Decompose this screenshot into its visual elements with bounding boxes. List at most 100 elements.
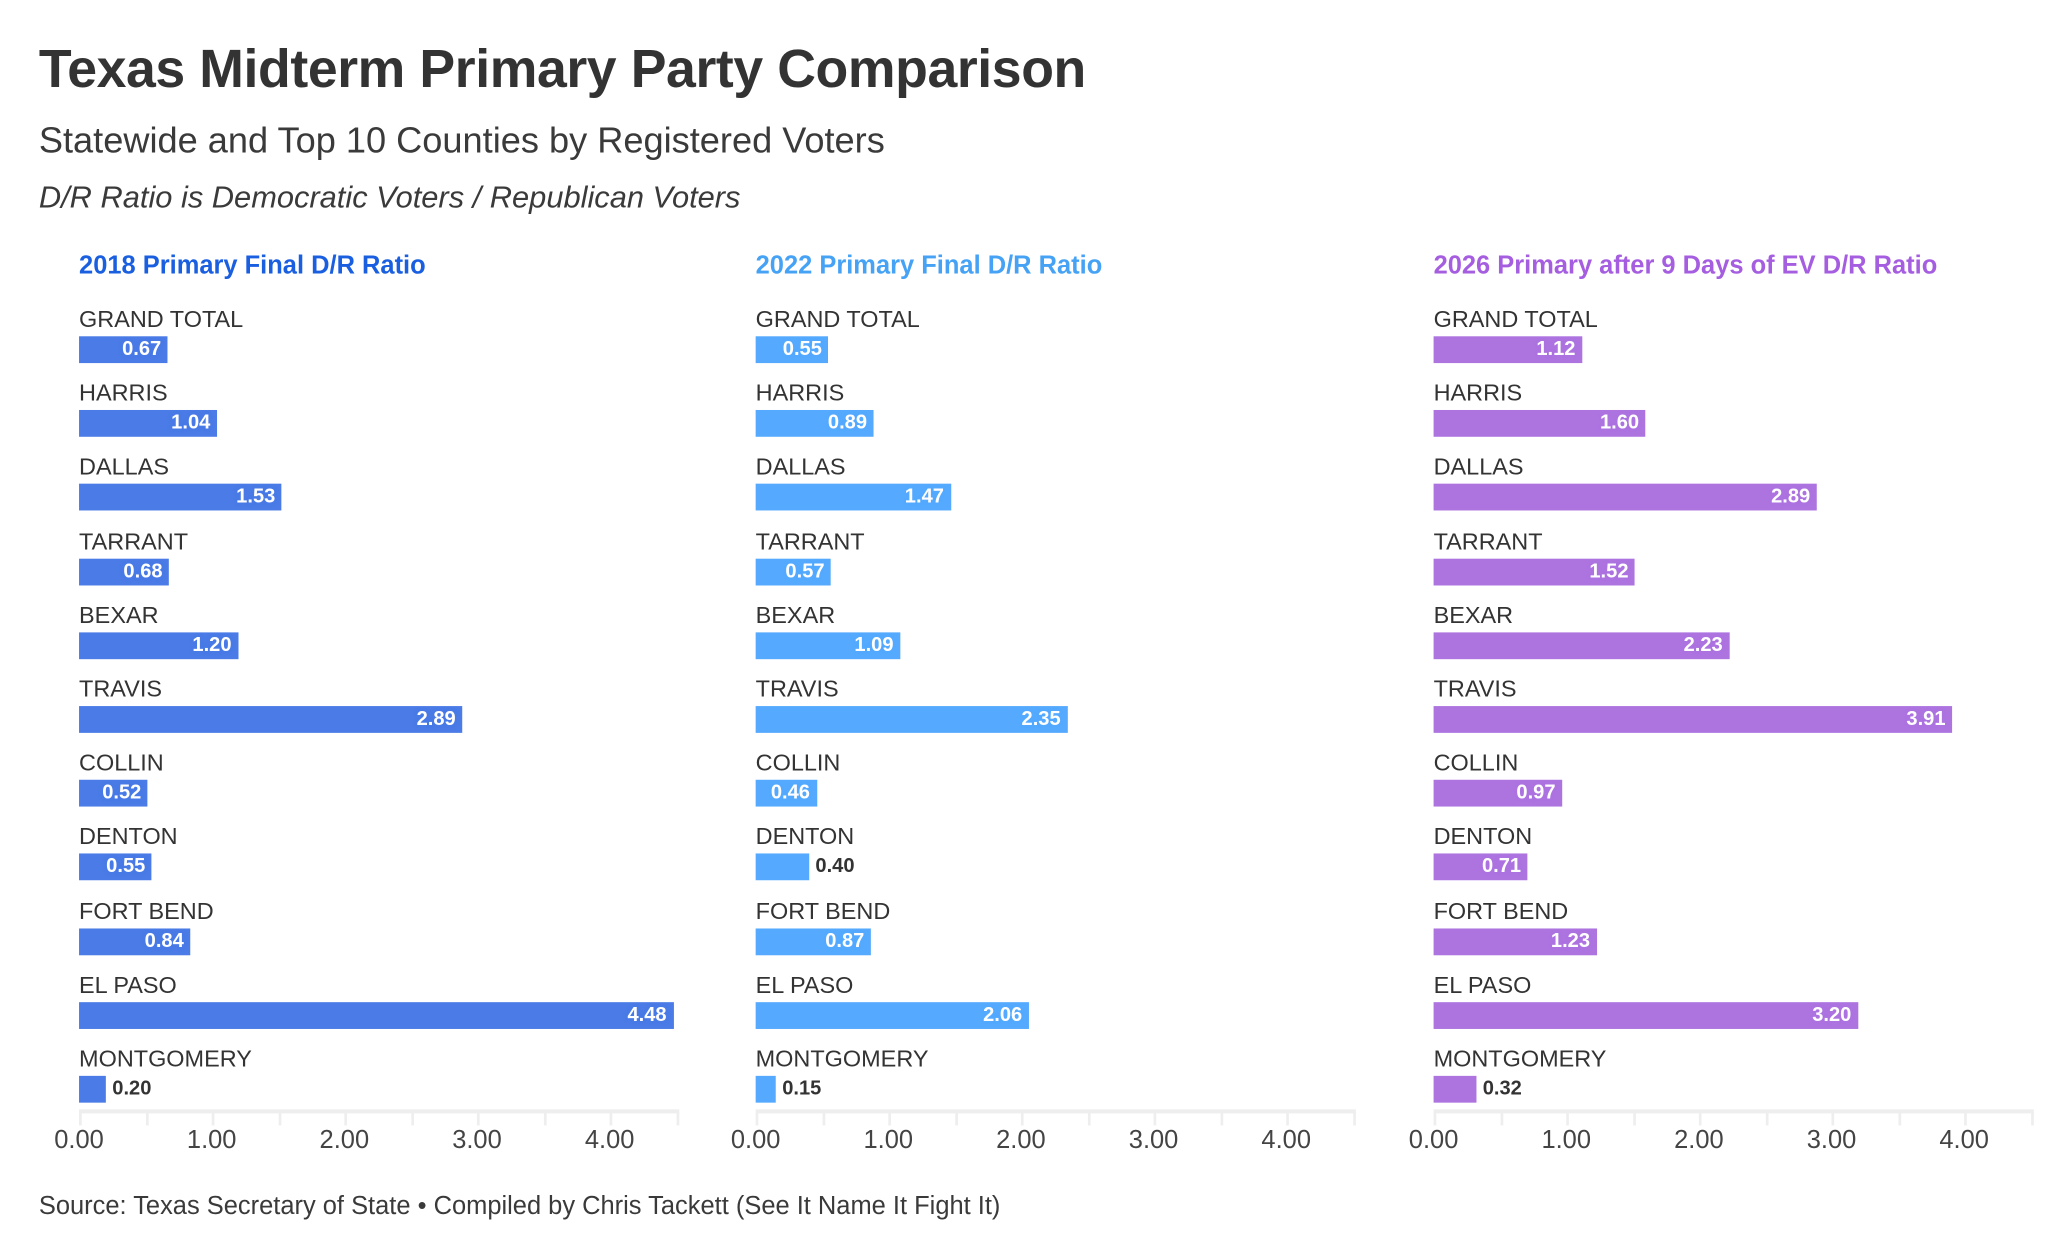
- bar-row: DALLAS 1.53: [79, 453, 695, 527]
- bar-row: TRAVIS 3.91: [1433, 675, 2050, 749]
- bar-row: TRAVIS 2.89: [79, 675, 695, 749]
- category-label: GRAND TOTAL: [79, 305, 244, 333]
- bar-row: DALLAS 2.89: [1433, 453, 2050, 527]
- bar: [79, 558, 170, 585]
- bar-row: GRAND TOTAL 1.12: [1433, 305, 2050, 379]
- category-label: MONTGOMERY: [755, 1045, 929, 1072]
- category-label: COLLIN: [1433, 749, 1519, 776]
- data-label: 0.40: [815, 855, 855, 879]
- x-tick-label: 4.00: [1939, 1126, 1989, 1155]
- x-tick-label: 1.00: [863, 1126, 914, 1155]
- data-label: 0.20: [112, 1077, 152, 1100]
- bar: [79, 1075, 106, 1103]
- x-axis-line: [755, 1109, 1356, 1114]
- data-label: 1.12: [1536, 337, 1576, 361]
- data-label: 0.68: [123, 559, 163, 583]
- data-label: 0.46: [770, 781, 810, 805]
- bar-row: EL PASO 4.48: [79, 971, 695, 1045]
- category-label: HARRIS: [755, 379, 845, 407]
- bar: [1433, 706, 1953, 733]
- x-axis-tick: [675, 1112, 679, 1126]
- chart-subtitle: Statewide and Top 10 Counties by Registe…: [38, 120, 885, 161]
- bar: [1433, 853, 1528, 881]
- category-label: MONTGOMERY: [79, 1045, 252, 1072]
- category-label: EL PASO: [1433, 971, 1532, 998]
- bar: [79, 706, 463, 733]
- x-tick-label: 3.00: [452, 1126, 502, 1155]
- x-tick-label: 0.00: [54, 1126, 104, 1155]
- category-label: FORT BEND: [755, 897, 891, 924]
- category-label: DALLAS: [755, 453, 846, 481]
- x-axis-tick: [2030, 1112, 2034, 1126]
- bar-row: FORT BEND 0.87: [755, 897, 1372, 971]
- x-tick-label: 2.00: [1674, 1126, 1724, 1155]
- bar-row: TRAVIS 2.35: [755, 675, 1372, 749]
- data-label: 2.89: [416, 707, 456, 731]
- data-label: 1.60: [1599, 411, 1640, 435]
- x-axis-tick: [344, 1112, 348, 1126]
- x-axis-tick: [1219, 1112, 1223, 1126]
- bar: [755, 558, 832, 585]
- category-label: BEXAR: [755, 601, 836, 629]
- bar: [1433, 558, 1636, 585]
- data-label: 2.89: [1771, 485, 1811, 509]
- bar-row: TARRANT 0.57: [755, 527, 1372, 601]
- bar: [755, 1001, 1029, 1029]
- category-label: EL PASO: [79, 971, 177, 998]
- data-label: 1.52: [1589, 559, 1629, 583]
- bar: [755, 706, 1068, 733]
- x-axis-tick: [821, 1112, 825, 1126]
- x-tick-label: 1.00: [186, 1126, 237, 1155]
- data-label: 0.57: [785, 559, 825, 583]
- bar-row: DENTON 0.71: [1433, 823, 2050, 897]
- x-tick-label: 2.00: [319, 1126, 370, 1155]
- bar-row: TARRANT 1.52: [1433, 527, 2050, 601]
- bar-row: MONTGOMERY 0.32: [1433, 1045, 2050, 1119]
- bar: [755, 927, 872, 955]
- bar: [79, 484, 282, 511]
- x-axis-tick: [1831, 1112, 1835, 1126]
- bar: [1433, 780, 1563, 807]
- category-label: TRAVIS: [1433, 675, 1517, 703]
- category-label: BEXAR: [79, 601, 159, 629]
- x-axis-tick: [1433, 1112, 1437, 1126]
- category-label: EL PASO: [755, 971, 854, 998]
- bar-row: HARRIS 1.60: [1433, 379, 2050, 453]
- bar-row: BEXAR 1.20: [79, 601, 695, 675]
- bar-row: FORT BEND 0.84: [79, 897, 695, 971]
- bar-row: BEXAR 2.23: [1433, 601, 2050, 675]
- category-label: TARRANT: [79, 527, 189, 555]
- category-label: DALLAS: [1433, 453, 1524, 481]
- bar: [1433, 1075, 1477, 1103]
- bar: [1433, 632, 1730, 659]
- category-label: FORT BEND: [79, 897, 214, 924]
- x-axis-tick: [755, 1112, 759, 1126]
- x-axis-tick: [1765, 1112, 1768, 1126]
- data-label: 0.87: [825, 929, 865, 953]
- data-label: 1.04: [171, 411, 211, 435]
- x-axis-tick: [1566, 1112, 1569, 1126]
- data-label: 0.84: [144, 929, 184, 953]
- x-axis-tick: [888, 1112, 891, 1126]
- bar: [79, 853, 152, 881]
- x-axis-tick: [211, 1112, 215, 1126]
- data-label: 1.20: [192, 633, 232, 657]
- bar-row: HARRIS 0.89: [755, 379, 1372, 453]
- source-note: Source: Texas Secretary of State • Compi…: [38, 1192, 1001, 1221]
- bar-row: BEXAR 1.09: [755, 601, 1372, 675]
- bar-row: GRAND TOTAL 0.67: [79, 305, 695, 379]
- category-label: DENTON: [755, 823, 855, 850]
- bar-row: MONTGOMERY 0.15: [755, 1045, 1372, 1119]
- category-label: FORT BEND: [1433, 897, 1569, 924]
- x-axis-tick: [1632, 1112, 1636, 1126]
- category-label: DALLAS: [79, 453, 169, 481]
- bar-row: DENTON 0.40: [755, 823, 1372, 897]
- category-label: TRAVIS: [755, 675, 839, 703]
- x-axis-tick: [954, 1112, 958, 1126]
- bar-row: COLLIN 0.46: [755, 749, 1372, 823]
- panel-2022: 2022 Primary Final D/R Ratio GRAND TOTAL 0…: [731, 252, 1372, 1163]
- bar: [79, 1001, 674, 1029]
- bar-row: FORT BEND 1.23: [1433, 897, 2050, 971]
- bar-row: DALLAS 1.47: [755, 453, 1372, 527]
